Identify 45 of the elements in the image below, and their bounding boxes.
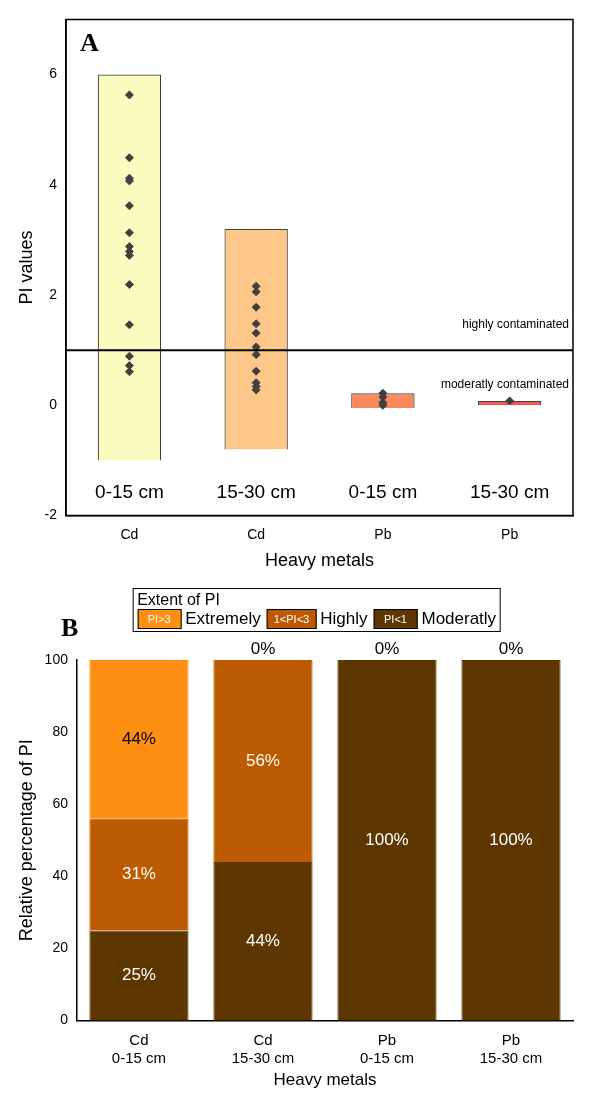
text: PI>3 Extremely	[147, 609, 261, 628]
data-label: 0%	[374, 639, 400, 659]
x-tick-label: Cd	[247, 525, 266, 542]
data-label: 31%	[121, 864, 156, 884]
ref-line-label: highly contaminated	[462, 317, 569, 332]
annotation: 0-15 cm	[348, 480, 418, 502]
x-axis-title: Heavy metals	[265, 550, 375, 571]
data-label: 0%	[498, 639, 524, 659]
y-tick-label: -2	[44, 506, 58, 523]
data-label: 44%	[245, 930, 280, 950]
annotation: A	[80, 28, 100, 58]
data-label: 100%	[489, 829, 533, 849]
y-tick-label: 40	[52, 867, 69, 884]
x-tick-label: Cd 15-30 cm	[231, 1030, 295, 1066]
series-label: 1<PI<3 Highly	[272, 609, 368, 629]
y-tick-label: 6	[49, 65, 58, 82]
data-label: 100%	[365, 829, 409, 849]
x-tick-label: Pb 0-15 cm	[359, 1030, 415, 1066]
annotation: moderatly contaminated	[440, 377, 569, 392]
x-tick-label: Pb 15-30 cm	[479, 1030, 543, 1066]
x-tick-label: Cd	[120, 525, 139, 542]
y-tick-label: 60	[52, 795, 69, 812]
annotation: 0-15 cm	[95, 480, 164, 502]
y-tick-label: 0	[49, 396, 58, 413]
data-label: 44%	[121, 729, 156, 749]
annotation: 15-30 cm	[470, 480, 550, 502]
x-tick-label: Pb	[374, 525, 392, 542]
data-label: 0%	[250, 639, 276, 659]
text: B	[60, 613, 79, 642]
x-tick-label: Pb	[501, 525, 519, 542]
y-tick-label: 80	[52, 722, 69, 739]
data-label: 56%	[245, 750, 280, 770]
x-axis-title: Heavy metals	[273, 1070, 377, 1090]
x-tick-label: Cd 0-15 cm	[111, 1030, 167, 1066]
text: PI<1 Moderatly	[384, 609, 497, 628]
y-tick-label: 2	[49, 285, 58, 302]
annotation: 15-30 cm	[216, 480, 296, 502]
y-axis-title: Relative percentage of PI	[15, 739, 36, 942]
y-tick-label: 100	[44, 650, 69, 667]
data-label: 25%	[121, 965, 156, 985]
y-axis-title: PI values	[15, 230, 36, 305]
y-tick-label: 20	[52, 939, 69, 956]
legend-title: Extent of PI	[137, 591, 221, 609]
y-tick-label: 4	[49, 175, 58, 192]
y-tick-label: 0	[60, 1011, 69, 1028]
